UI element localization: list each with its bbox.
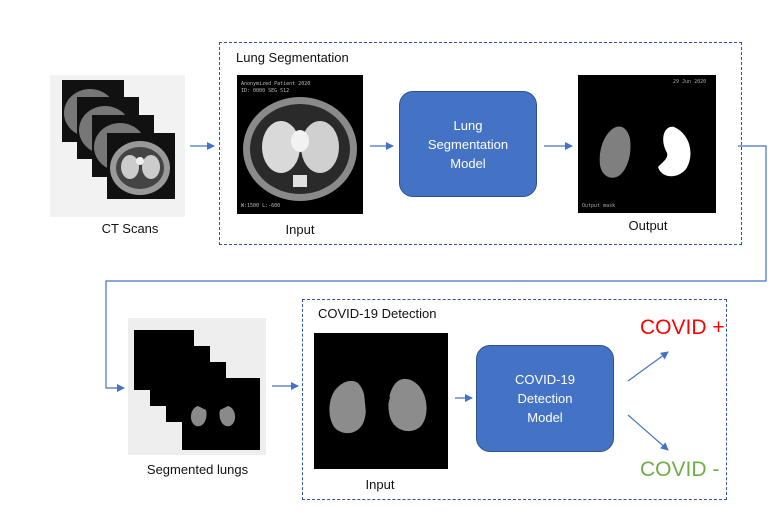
covid-detection-title: COVID-19 Detection	[318, 306, 437, 321]
segmented-lungs-image	[134, 330, 260, 450]
ct-scans-label: CT Scans	[101, 221, 159, 236]
segmentation-output-image: 29 Jun 2020 Output mask	[578, 75, 716, 213]
svg-text:W:1500 L:-600: W:1500 L:-600	[241, 203, 280, 209]
svg-text:Anonymized Patient 2020: Anonymized Patient 2020	[241, 81, 310, 87]
model-line-2: Segmentation	[427, 136, 509, 152]
lung-segmentation-model: Lung Segmentation Model	[399, 91, 537, 197]
covid-negative-label: COVID -	[640, 458, 720, 481]
segmentation-input-label: Input	[285, 222, 315, 237]
lung-segmentation-title: Lung Segmentation	[236, 50, 349, 65]
arrow-to-positive	[627, 351, 669, 382]
covid-positive-label: COVID +	[640, 316, 725, 339]
arrow-output-to-segmented	[105, 145, 767, 392]
ct-scans-stack	[50, 75, 185, 217]
segmented-lungs-label: Segmented lungs	[146, 462, 249, 477]
arrow-to-negative	[627, 414, 669, 451]
covid-detection-model: COVID-19 Detection Model	[476, 345, 614, 452]
model-line-1: Lung	[453, 117, 483, 133]
svg-text:ID: 0000 SEG 512: ID: 0000 SEG 512	[241, 88, 289, 94]
covid-detection-panel	[302, 299, 727, 500]
segmentation-output-label: Output	[628, 218, 668, 233]
detection-input-label: Input	[365, 477, 395, 492]
segmentation-input-image: Anonymized Patient 2020 ID: 0000 SEG 512…	[237, 75, 363, 214]
detection-model-line-2: Detection	[517, 391, 573, 406]
lung-segmentation-panel	[219, 42, 742, 245]
svg-text:29 Jun 2020: 29 Jun 2020	[673, 79, 706, 85]
detection-input-image	[314, 333, 448, 469]
model-line-3: Model	[450, 155, 486, 171]
ct-scan-image	[62, 80, 175, 199]
detection-model-line-1: COVID-19	[515, 372, 575, 387]
segmented-lungs-stack	[128, 318, 266, 455]
detection-model-line-3: Model	[527, 410, 563, 425]
svg-text:Output mask: Output mask	[582, 203, 615, 209]
